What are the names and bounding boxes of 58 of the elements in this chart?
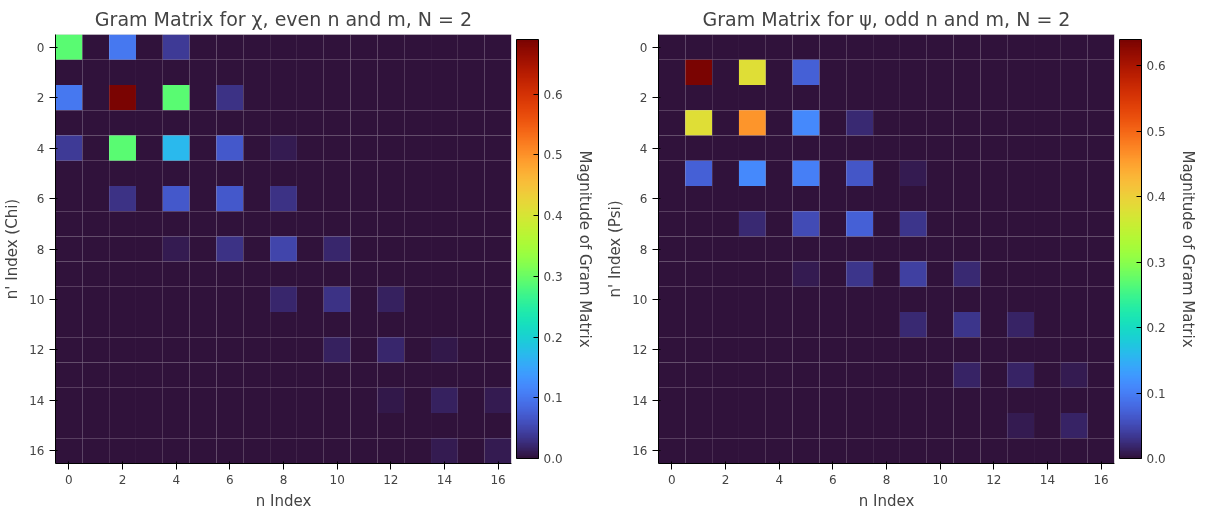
x-tick-label: 14 <box>436 472 453 487</box>
y-tick-label: 0 <box>639 40 648 55</box>
y-axis-title: n' Index (Chi) <box>3 198 22 300</box>
x-tick-label: 8 <box>882 472 891 487</box>
color-bar-label: 0.2 <box>543 330 563 345</box>
x-tick-label: 10 <box>329 472 345 487</box>
y-tick-label: 16 <box>29 444 45 459</box>
x-axis-title: n Index <box>858 491 915 510</box>
color-bar-label: 0.0 <box>543 452 563 466</box>
y-tick-label: 8 <box>36 242 45 257</box>
color-bar-label: 0.3 <box>543 269 563 284</box>
x-tick-label: 14 <box>1039 472 1056 487</box>
x-tick-label: 8 <box>279 472 288 487</box>
x-axis-title: n Index <box>255 491 312 510</box>
chart-title: Gram Matrix for ψ, odd n and m, N = 2 <box>702 7 1071 30</box>
x-tick-label: 16 <box>1093 472 1109 487</box>
y-axis-title: n' Index (Psi) <box>606 200 625 298</box>
x-tick-label: 2 <box>721 472 730 487</box>
y-tick-label: 10 <box>29 292 45 307</box>
x-tick-label: 2 <box>118 472 127 487</box>
chart-title: Gram Matrix for χ, even n and m, N = 2 <box>94 7 473 30</box>
y-tick-label: 2 <box>36 91 45 106</box>
y-tick-label: 4 <box>36 141 45 156</box>
x-tick-label: 12 <box>383 472 399 487</box>
y-tick-label: 12 <box>632 343 648 358</box>
color-bar-label: 0.3 <box>1146 255 1166 270</box>
x-tick-label: 12 <box>986 472 1002 487</box>
color-bar-label: 0.4 <box>543 209 563 224</box>
y-tick-label: 14 <box>29 393 45 408</box>
color-bar-label: 0.5 <box>543 148 563 163</box>
x-tick-label: 0 <box>65 472 73 487</box>
color-bar-label: 0.2 <box>1146 321 1166 336</box>
x-tick-label: 16 <box>490 472 506 487</box>
y-tick-label: 10 <box>632 292 648 307</box>
x-tick-label: 10 <box>932 472 948 487</box>
y-tick-label: 16 <box>632 444 648 459</box>
y-tick-label: 2 <box>639 91 648 106</box>
color-bar-label: 0.1 <box>543 391 563 406</box>
x-tick-label: 6 <box>829 472 837 487</box>
x-tick-label: 0 <box>668 472 676 487</box>
color-bar-title: Magnitude of Gram Matrix <box>575 150 594 348</box>
color-bar-label: 0.1 <box>1146 386 1166 401</box>
color-bar-label: 0.6 <box>1146 59 1166 74</box>
x-tick-label: 4 <box>775 472 784 487</box>
color-bar-label: 0.6 <box>543 87 563 102</box>
y-tick-label: 4 <box>639 141 648 156</box>
y-tick-label: 0 <box>36 40 45 55</box>
color-bar-label: 0.5 <box>1146 124 1166 139</box>
color-bar-label: 0.4 <box>1146 190 1166 205</box>
color-bar-title: Magnitude of Gram Matrix <box>1178 150 1197 348</box>
y-tick-label: 6 <box>639 192 648 207</box>
y-tick-label: 8 <box>639 242 648 257</box>
y-tick-label: 14 <box>632 393 648 408</box>
y-tick-label: 12 <box>29 343 45 358</box>
y-tick-label: 6 <box>36 192 45 207</box>
x-tick-label: 6 <box>226 472 234 487</box>
x-tick-label: 4 <box>172 472 181 487</box>
color-bar-label: 0.0 <box>1146 452 1166 466</box>
